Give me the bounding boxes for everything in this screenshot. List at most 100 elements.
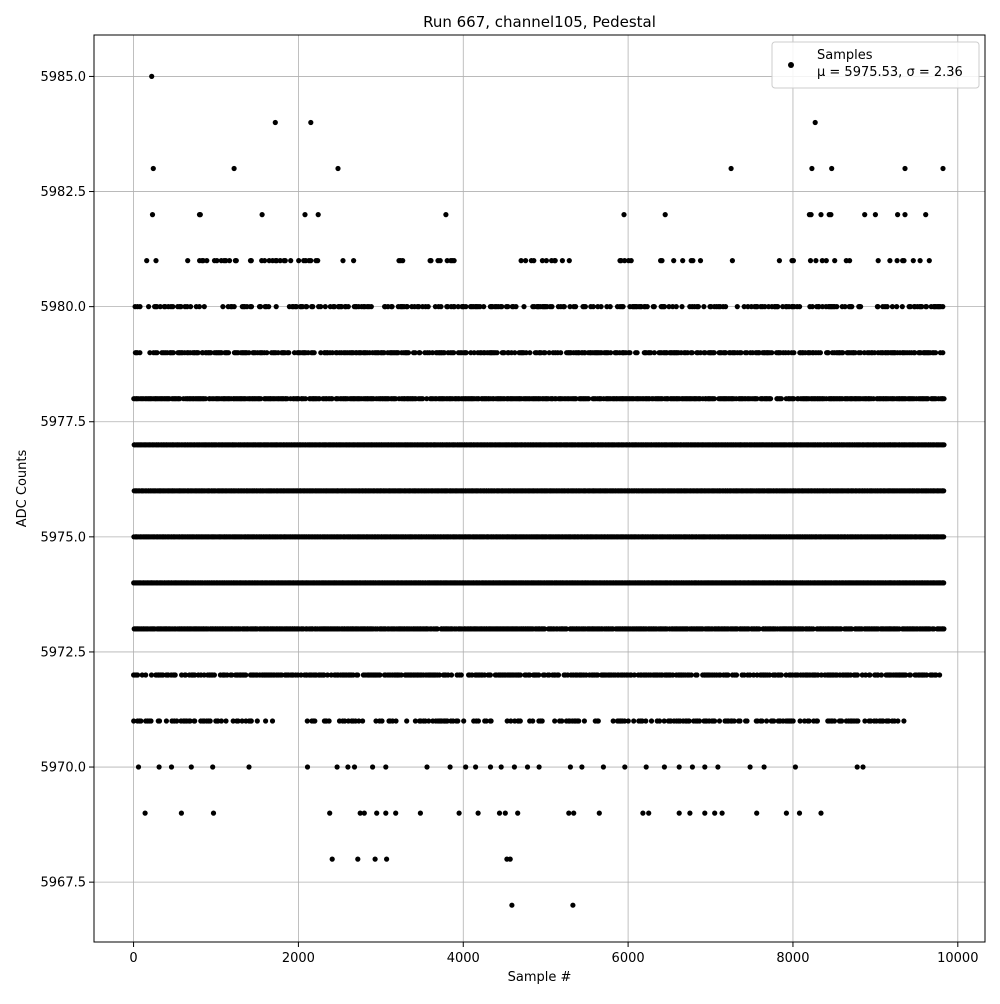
data-point bbox=[249, 304, 254, 309]
data-point bbox=[769, 350, 774, 355]
data-point bbox=[698, 258, 703, 263]
data-point bbox=[232, 304, 237, 309]
data-point bbox=[527, 350, 532, 355]
data-point bbox=[296, 258, 301, 263]
data-point bbox=[627, 350, 632, 355]
data-point bbox=[712, 350, 717, 355]
data-point bbox=[243, 672, 248, 677]
data-point bbox=[197, 304, 202, 309]
data-point bbox=[791, 258, 796, 263]
data-point bbox=[438, 258, 443, 263]
data-point bbox=[304, 304, 309, 309]
data-point bbox=[680, 258, 685, 263]
data-point bbox=[137, 304, 142, 309]
data-point bbox=[818, 350, 823, 355]
data-point bbox=[834, 304, 839, 309]
data-point bbox=[941, 396, 946, 401]
data-point bbox=[652, 350, 657, 355]
data-point bbox=[146, 304, 151, 309]
data-point bbox=[406, 350, 411, 355]
data-point bbox=[310, 304, 315, 309]
data-point bbox=[188, 304, 193, 309]
data-point bbox=[562, 304, 567, 309]
data-point bbox=[730, 258, 735, 263]
data-point bbox=[901, 258, 906, 263]
data-point bbox=[679, 304, 684, 309]
data-point bbox=[220, 304, 225, 309]
data-point bbox=[212, 672, 217, 677]
data-point bbox=[941, 442, 946, 447]
data-point bbox=[775, 304, 780, 309]
data-point bbox=[911, 258, 916, 263]
data-point bbox=[723, 304, 728, 309]
data-point bbox=[941, 580, 946, 585]
data-point bbox=[451, 350, 456, 355]
data-point bbox=[523, 258, 528, 263]
data-point bbox=[170, 304, 175, 309]
data-point bbox=[847, 258, 852, 263]
data-point bbox=[608, 304, 613, 309]
data-point bbox=[813, 258, 818, 263]
data-point bbox=[438, 304, 443, 309]
data-point bbox=[558, 350, 563, 355]
data-point bbox=[481, 304, 486, 309]
data-point bbox=[777, 258, 782, 263]
data-point bbox=[171, 350, 176, 355]
data-point bbox=[690, 258, 695, 263]
data-point bbox=[940, 304, 945, 309]
data-point bbox=[464, 350, 469, 355]
data-point bbox=[323, 304, 328, 309]
data-point bbox=[941, 488, 946, 493]
data-point bbox=[390, 304, 395, 309]
data-point bbox=[283, 258, 288, 263]
data-point bbox=[452, 258, 457, 263]
data-point bbox=[369, 304, 374, 309]
data-point bbox=[346, 304, 351, 309]
data-point bbox=[599, 304, 604, 309]
data-point bbox=[143, 672, 148, 677]
data-point bbox=[858, 304, 863, 309]
data-point bbox=[262, 258, 267, 263]
data-point bbox=[463, 304, 468, 309]
data-point bbox=[315, 258, 320, 263]
data-point bbox=[288, 258, 293, 263]
data-point bbox=[875, 304, 880, 309]
data-point bbox=[662, 304, 667, 309]
data-point bbox=[900, 304, 905, 309]
data-point bbox=[519, 258, 524, 263]
data-point bbox=[266, 304, 271, 309]
data-point bbox=[426, 304, 431, 309]
data-point bbox=[696, 304, 701, 309]
data-point bbox=[274, 304, 279, 309]
data-point bbox=[701, 304, 706, 309]
data-point bbox=[824, 258, 829, 263]
data-point bbox=[377, 672, 382, 677]
data-point bbox=[735, 304, 740, 309]
data-point bbox=[459, 672, 464, 677]
data-point bbox=[155, 350, 160, 355]
data-point bbox=[895, 258, 900, 263]
data-point bbox=[573, 304, 578, 309]
data-point bbox=[264, 350, 269, 355]
data-point bbox=[560, 258, 565, 263]
data-point bbox=[227, 258, 232, 263]
data-point bbox=[226, 350, 231, 355]
data-point bbox=[549, 304, 554, 309]
data-point bbox=[521, 304, 526, 309]
data-point bbox=[204, 258, 209, 263]
data-point bbox=[173, 672, 178, 677]
data-point bbox=[887, 258, 892, 263]
data-point bbox=[797, 304, 802, 309]
data-point bbox=[318, 304, 323, 309]
data-point bbox=[286, 350, 291, 355]
data-point bbox=[659, 258, 664, 263]
data-point bbox=[876, 258, 881, 263]
data-point bbox=[499, 304, 504, 309]
data-point bbox=[567, 258, 572, 263]
data-point bbox=[185, 258, 190, 263]
data-point bbox=[690, 350, 695, 355]
data-point bbox=[768, 396, 773, 401]
data-point bbox=[137, 350, 142, 355]
